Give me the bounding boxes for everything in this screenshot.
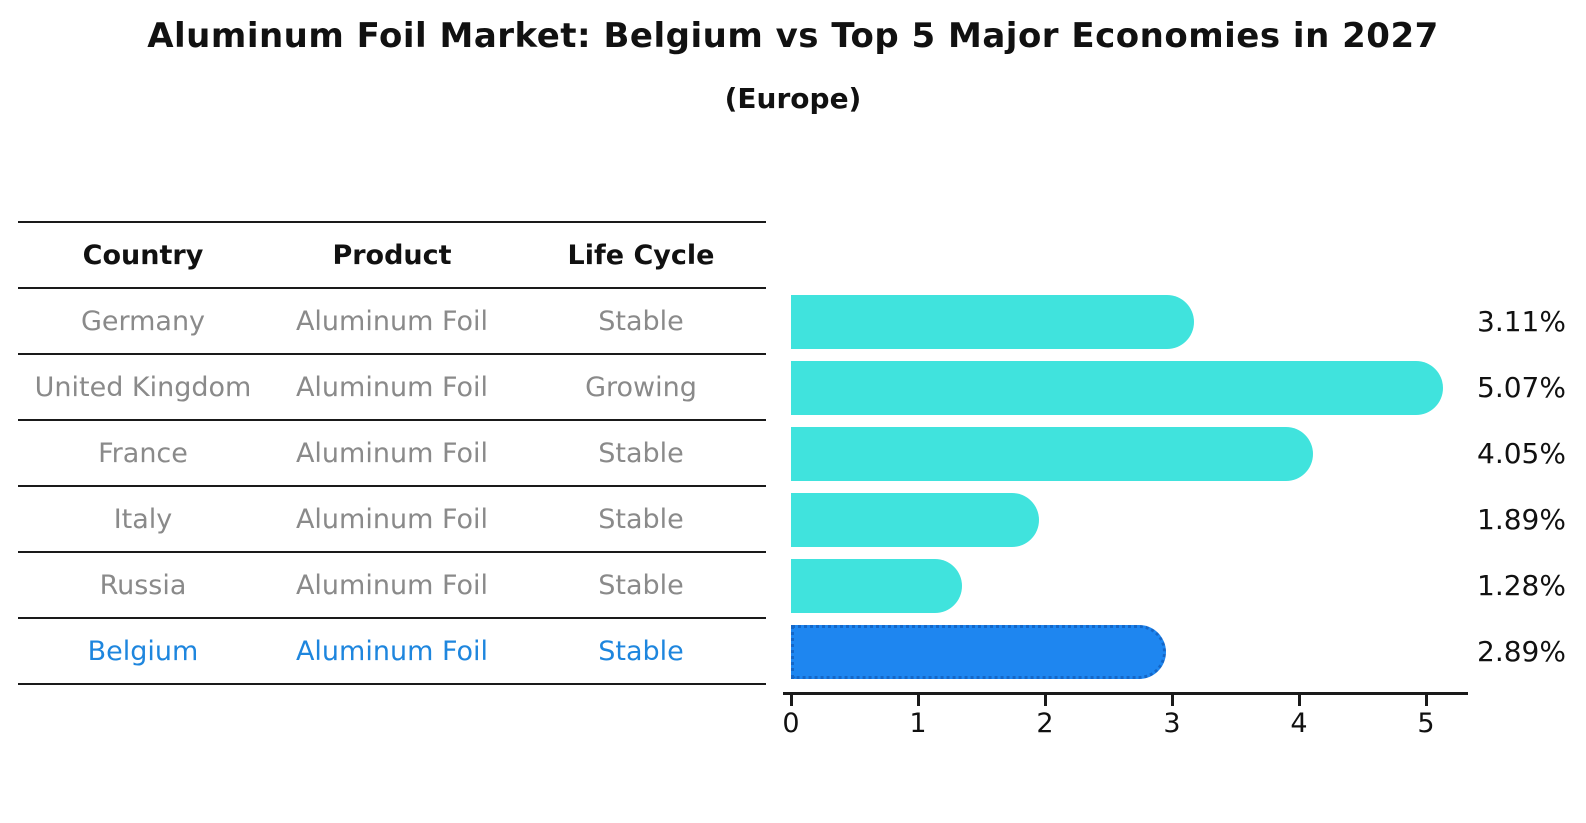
x-axis-tick-label: 0 xyxy=(782,708,800,739)
table-cell-country: France xyxy=(98,437,188,469)
bar-germany xyxy=(791,295,1194,349)
table-cell-country: Russia xyxy=(99,569,187,601)
x-axis-tick xyxy=(790,695,793,706)
bar-chart: 3.11% 5.07% 4.05% 1.89% 1.28% 2.89% 0 1 … xyxy=(782,221,1586,761)
table-cell-product: Aluminum Foil xyxy=(295,635,489,667)
table-header-product: Product xyxy=(332,239,452,271)
x-axis-tick-label: 3 xyxy=(1163,708,1181,739)
table-row: France Aluminum Foil Stable xyxy=(18,421,766,487)
x-axis-tick xyxy=(1298,695,1301,706)
table-row: Italy Aluminum Foil Stable xyxy=(18,487,766,553)
bar-belgium-highlighted xyxy=(791,625,1166,679)
x-axis-tick xyxy=(1044,695,1047,706)
x-axis-tick xyxy=(917,695,920,706)
x-axis-tick-label: 5 xyxy=(1417,708,1435,739)
table-cell-product: Aluminum Foil xyxy=(295,371,489,403)
table-cell-product: Aluminum Foil xyxy=(295,569,489,601)
data-table: Country Product Life Cycle Germany Alumi… xyxy=(18,221,766,685)
table-cell-country: Germany xyxy=(80,305,206,337)
table-header-lifecycle: Life Cycle xyxy=(567,239,715,271)
table-cell-lifecycle: Stable xyxy=(598,503,684,535)
page-title: Aluminum Foil Market: Belgium vs Top 5 M… xyxy=(147,16,1439,56)
table-row: Germany Aluminum Foil Stable xyxy=(18,289,766,355)
table-cell-lifecycle: Stable xyxy=(598,569,684,601)
x-axis-tick xyxy=(1425,695,1428,706)
bar-value-label: 5.07% xyxy=(1477,371,1566,404)
x-axis-tick xyxy=(1171,695,1174,706)
table-cell-lifecycle: Stable xyxy=(598,437,684,469)
table-cell-lifecycle: Growing xyxy=(585,371,697,403)
bar-value-label: 2.89% xyxy=(1477,635,1566,668)
bar-value-label: 4.05% xyxy=(1477,437,1566,470)
bar-italy xyxy=(791,493,1039,547)
table-cell-product: Aluminum Foil xyxy=(295,437,489,469)
table-cell-country: Belgium xyxy=(87,635,199,667)
table-cell-product: Aluminum Foil xyxy=(295,503,489,535)
table-row: Russia Aluminum Foil Stable xyxy=(18,553,766,619)
bar-france xyxy=(791,427,1313,481)
bar-value-label: 1.28% xyxy=(1477,569,1566,602)
table-cell-product: Aluminum Foil xyxy=(295,305,489,337)
x-axis-tick-label: 2 xyxy=(1036,708,1054,739)
table-cell-country: United Kingdom xyxy=(34,371,252,403)
bar-value-label: 1.89% xyxy=(1477,503,1566,536)
table-cell-lifecycle: Stable xyxy=(598,305,684,337)
bar-united-kingdom xyxy=(791,361,1443,415)
table-cell-lifecycle: Stable xyxy=(598,635,684,667)
table-header-country: Country xyxy=(82,239,204,271)
bar-russia xyxy=(791,559,962,613)
page-subtitle: (Europe) xyxy=(724,82,862,115)
table-row: United Kingdom Aluminum Foil Growing xyxy=(18,355,766,421)
x-axis-tick-label: 4 xyxy=(1290,708,1308,739)
table-row-highlighted: Belgium Aluminum Foil Stable xyxy=(18,619,766,685)
table-cell-country: Italy xyxy=(113,503,173,535)
table-header-row: Country Product Life Cycle xyxy=(18,223,766,289)
bar-value-label: 3.11% xyxy=(1477,305,1566,338)
x-axis xyxy=(783,692,1468,695)
x-axis-tick-label: 1 xyxy=(909,708,927,739)
